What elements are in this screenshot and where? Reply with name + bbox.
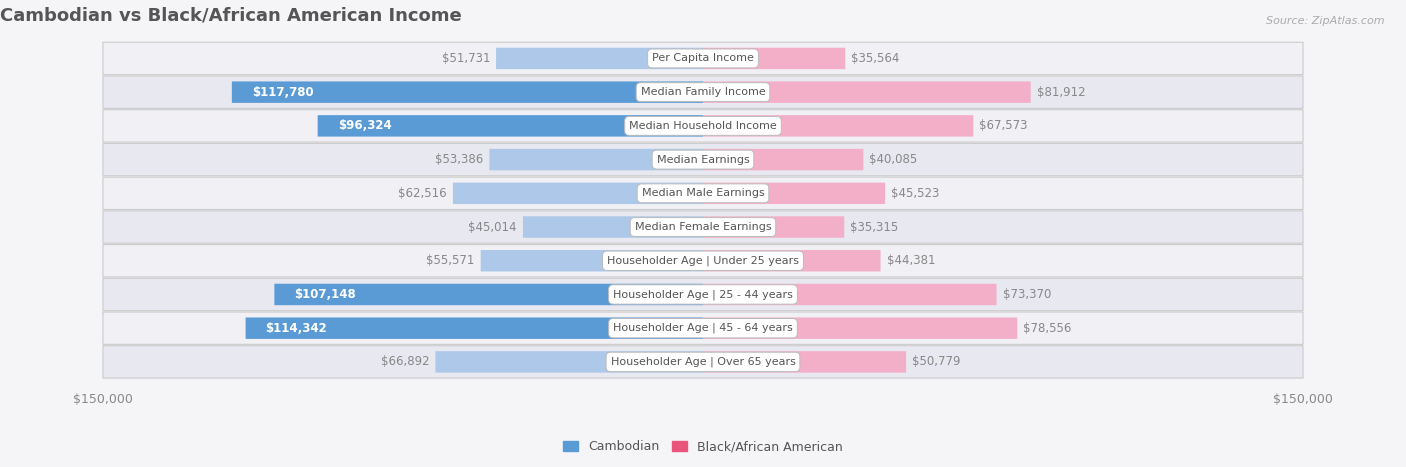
FancyBboxPatch shape bbox=[232, 81, 703, 103]
Text: $55,571: $55,571 bbox=[426, 254, 475, 267]
Text: $40,085: $40,085 bbox=[869, 153, 918, 166]
FancyBboxPatch shape bbox=[103, 211, 1303, 243]
Text: $35,315: $35,315 bbox=[851, 220, 898, 234]
FancyBboxPatch shape bbox=[246, 318, 703, 339]
FancyBboxPatch shape bbox=[703, 115, 973, 136]
Text: Per Capita Income: Per Capita Income bbox=[652, 53, 754, 64]
Text: $53,386: $53,386 bbox=[436, 153, 484, 166]
Text: Householder Age | 45 - 64 years: Householder Age | 45 - 64 years bbox=[613, 323, 793, 333]
Text: $50,779: $50,779 bbox=[912, 355, 960, 368]
Text: Householder Age | 25 - 44 years: Householder Age | 25 - 44 years bbox=[613, 289, 793, 300]
Text: Householder Age | Over 65 years: Householder Age | Over 65 years bbox=[610, 357, 796, 367]
Text: $78,556: $78,556 bbox=[1024, 322, 1071, 335]
FancyBboxPatch shape bbox=[103, 110, 1303, 142]
FancyBboxPatch shape bbox=[703, 149, 863, 170]
Text: $114,342: $114,342 bbox=[266, 322, 328, 335]
FancyBboxPatch shape bbox=[274, 284, 703, 305]
FancyBboxPatch shape bbox=[703, 183, 886, 204]
FancyBboxPatch shape bbox=[703, 216, 844, 238]
FancyBboxPatch shape bbox=[318, 115, 703, 136]
Text: $35,564: $35,564 bbox=[851, 52, 900, 65]
Text: Median Household Income: Median Household Income bbox=[628, 121, 778, 131]
FancyBboxPatch shape bbox=[103, 312, 1303, 344]
Text: $44,381: $44,381 bbox=[887, 254, 935, 267]
Text: Median Male Earnings: Median Male Earnings bbox=[641, 188, 765, 198]
Text: $62,516: $62,516 bbox=[398, 187, 447, 200]
FancyBboxPatch shape bbox=[103, 143, 1303, 176]
FancyBboxPatch shape bbox=[489, 149, 703, 170]
Legend: Cambodian, Black/African American: Cambodian, Black/African American bbox=[558, 435, 848, 459]
Text: $117,780: $117,780 bbox=[252, 85, 314, 99]
Text: Source: ZipAtlas.com: Source: ZipAtlas.com bbox=[1267, 16, 1385, 26]
Text: $45,014: $45,014 bbox=[468, 220, 517, 234]
FancyBboxPatch shape bbox=[703, 81, 1031, 103]
FancyBboxPatch shape bbox=[496, 48, 703, 69]
FancyBboxPatch shape bbox=[436, 351, 703, 373]
FancyBboxPatch shape bbox=[703, 48, 845, 69]
Text: Householder Age | Under 25 years: Householder Age | Under 25 years bbox=[607, 255, 799, 266]
FancyBboxPatch shape bbox=[453, 183, 703, 204]
Text: $73,370: $73,370 bbox=[1002, 288, 1050, 301]
FancyBboxPatch shape bbox=[481, 250, 703, 271]
FancyBboxPatch shape bbox=[103, 346, 1303, 378]
FancyBboxPatch shape bbox=[103, 177, 1303, 210]
Text: Median Female Earnings: Median Female Earnings bbox=[634, 222, 772, 232]
Text: $67,573: $67,573 bbox=[980, 120, 1028, 132]
FancyBboxPatch shape bbox=[703, 250, 880, 271]
Text: $81,912: $81,912 bbox=[1036, 85, 1085, 99]
Text: $45,523: $45,523 bbox=[891, 187, 939, 200]
Text: Median Family Income: Median Family Income bbox=[641, 87, 765, 97]
Text: $107,148: $107,148 bbox=[294, 288, 356, 301]
FancyBboxPatch shape bbox=[103, 42, 1303, 75]
FancyBboxPatch shape bbox=[703, 351, 905, 373]
Text: Cambodian vs Black/African American Income: Cambodian vs Black/African American Inco… bbox=[0, 7, 461, 25]
Text: $66,892: $66,892 bbox=[381, 355, 429, 368]
FancyBboxPatch shape bbox=[703, 318, 1018, 339]
FancyBboxPatch shape bbox=[103, 245, 1303, 277]
Text: Median Earnings: Median Earnings bbox=[657, 155, 749, 164]
FancyBboxPatch shape bbox=[103, 278, 1303, 311]
FancyBboxPatch shape bbox=[523, 216, 703, 238]
FancyBboxPatch shape bbox=[703, 284, 997, 305]
Text: $51,731: $51,731 bbox=[441, 52, 491, 65]
FancyBboxPatch shape bbox=[103, 76, 1303, 108]
Text: $96,324: $96,324 bbox=[337, 120, 391, 132]
